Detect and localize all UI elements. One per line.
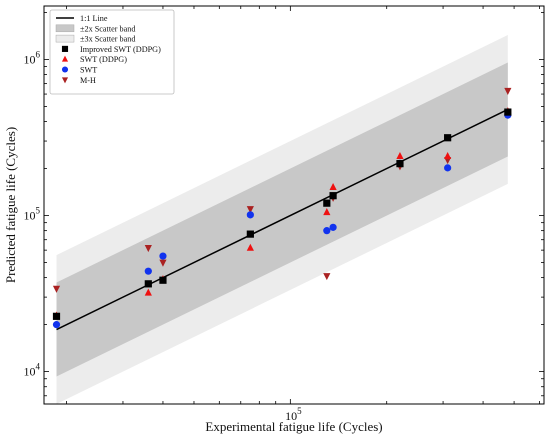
data-point-swt bbox=[159, 252, 167, 260]
y-tick-label: 104 bbox=[24, 362, 41, 379]
data-point-m-h bbox=[144, 245, 152, 253]
one-to-one-line bbox=[56, 108, 509, 331]
data-point-improved-swt-ddpg bbox=[444, 134, 452, 142]
data-point-swt-ddpg bbox=[144, 288, 152, 296]
data-point-swt-ddpg bbox=[396, 151, 404, 160]
data-point-swt bbox=[144, 267, 152, 275]
y-tick-label: 106 bbox=[24, 49, 41, 66]
legend-label-m-h: M-H bbox=[80, 76, 96, 85]
data-point-improved-swt-ddpg bbox=[144, 280, 152, 288]
data-point-improved-swt-ddpg bbox=[52, 312, 61, 320]
data-point-improved-swt-ddpg bbox=[329, 192, 337, 200]
axis-ticks: 105 104 105 106 bbox=[24, 6, 544, 423]
data-point-swt bbox=[52, 321, 61, 329]
one-to-one-line-layer bbox=[56, 108, 509, 331]
data-point-swt-ddpg bbox=[246, 243, 254, 251]
data-point-improved-swt-ddpg bbox=[323, 199, 331, 207]
legend-label-3x-scatter-band: ±3x Scatter band bbox=[80, 35, 135, 44]
legend-swatch-swt bbox=[61, 66, 69, 73]
data-point-m-h bbox=[323, 273, 331, 281]
data-point-m-h bbox=[52, 285, 61, 293]
data-point-swt-ddpg bbox=[323, 208, 331, 216]
data-point-swt bbox=[246, 211, 254, 219]
data-point-m-h bbox=[504, 87, 512, 95]
legend-swatch-2x-scatter-band bbox=[55, 24, 75, 33]
legend-swatch-swt-ddpg bbox=[61, 55, 69, 62]
data-points bbox=[52, 87, 512, 329]
legend-box bbox=[49, 9, 175, 95]
data-point-improved-swt-ddpg bbox=[504, 108, 512, 116]
legend-label-improved-swt-ddpg: Improved SWT (DDPG) bbox=[80, 45, 161, 54]
data-point-improved-swt-ddpg bbox=[159, 276, 167, 284]
legend: 1:1 Line±2x Scatter band ±3x Scatter band… bbox=[49, 9, 175, 95]
plot-frame bbox=[43, 5, 545, 405]
legend-label-swt: SWT bbox=[80, 66, 97, 75]
y-tick-label: 105 bbox=[24, 206, 41, 223]
data-point-improved-swt-ddpg bbox=[396, 160, 404, 168]
data-point-m-h bbox=[246, 206, 254, 214]
data-point-swt bbox=[323, 227, 331, 235]
data-point-swt-ddpg bbox=[444, 151, 452, 160]
legend-swatch-3x-scatter-band bbox=[55, 34, 75, 43]
legend-swatch-improved-swt-ddpg bbox=[61, 45, 69, 52]
x-tick-label: 105 bbox=[285, 406, 302, 423]
legend-label-2x-scatter-band: ±2x Scatter band bbox=[80, 24, 135, 33]
legend-label-1-1-line: 1:1 Line bbox=[80, 14, 108, 23]
y-axis-label: Predicted fatigue life (Cycles) bbox=[3, 127, 18, 283]
data-point-swt-ddpg bbox=[329, 182, 337, 191]
data-point-m-h bbox=[159, 259, 167, 267]
legend-swatch-m-h bbox=[61, 77, 69, 84]
data-point-swt bbox=[444, 164, 452, 172]
x-axis-label: Experimental fatigue life (Cycles) bbox=[205, 419, 382, 434]
legend-label-swt-ddpg: SWT (DDPG) bbox=[80, 55, 127, 64]
data-point-swt bbox=[329, 223, 337, 231]
data-point-improved-swt-ddpg bbox=[246, 230, 254, 238]
